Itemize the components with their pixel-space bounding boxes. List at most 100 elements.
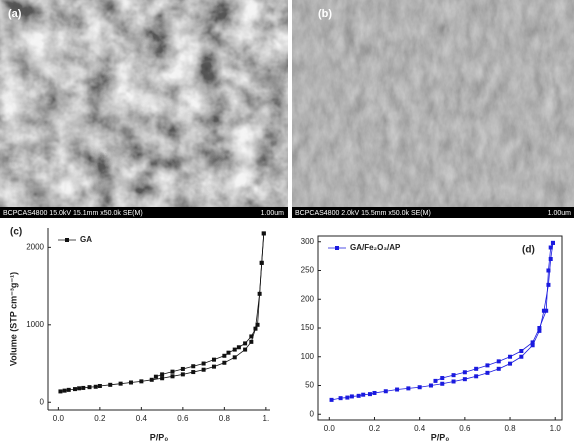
y-tick-label: 50 <box>305 381 314 390</box>
series-line <box>156 233 264 376</box>
data-point <box>463 377 467 381</box>
data-point <box>233 355 237 359</box>
data-point <box>170 370 174 374</box>
x-tick-label: 0.8 <box>504 424 516 433</box>
data-point <box>181 372 185 376</box>
data-point <box>433 379 437 383</box>
data-point <box>497 359 501 363</box>
data-point <box>519 349 523 353</box>
x-tick-label: 0.6 <box>459 424 471 433</box>
data-point <box>139 379 143 383</box>
data-point <box>508 355 512 359</box>
x-tick-label: 0.0 <box>53 414 65 423</box>
data-point <box>249 340 253 344</box>
data-point <box>98 384 102 388</box>
data-point <box>181 367 185 371</box>
y-axis-label: Volume (STP cm⁻³g⁻¹) <box>8 272 18 366</box>
legend-label: GA <box>80 235 92 244</box>
x-axis-label: P/P₀ <box>431 432 450 442</box>
data-point <box>129 381 133 385</box>
y-tick-label: 150 <box>301 323 315 332</box>
data-point <box>368 392 372 396</box>
panel-label: (d) <box>522 245 535 256</box>
data-point <box>463 370 467 374</box>
data-point <box>256 323 260 327</box>
data-point <box>474 374 478 378</box>
data-point <box>357 394 361 398</box>
data-point <box>154 375 158 379</box>
data-point <box>551 241 555 245</box>
data-point <box>339 396 343 400</box>
y-tick-label: 100 <box>301 352 315 361</box>
data-point <box>81 386 85 390</box>
x-tick-label: 0.4 <box>136 414 148 423</box>
series-line <box>435 243 552 381</box>
data-point <box>227 351 231 355</box>
legend-marker <box>335 246 339 250</box>
figure: (a) BCPCAS4800 15.0kV 15.1mm x50.0k SE(M… <box>0 0 574 443</box>
data-point <box>249 334 253 338</box>
y-tick-label: 250 <box>301 266 315 275</box>
data-point <box>537 326 541 330</box>
data-point <box>63 389 67 393</box>
data-point <box>485 371 489 375</box>
data-point <box>546 269 550 273</box>
data-point <box>546 283 550 287</box>
data-point <box>452 379 456 383</box>
legend-label: GA/Fe₂O₃/AP <box>350 243 401 252</box>
data-point <box>508 362 512 366</box>
data-point <box>77 386 81 390</box>
data-point <box>497 367 501 371</box>
x-axis-label: P/P₀ <box>150 432 169 442</box>
plot-frame <box>318 236 562 420</box>
data-point <box>429 384 433 388</box>
data-point <box>160 372 164 376</box>
data-point <box>191 370 195 374</box>
data-point <box>350 394 354 398</box>
x-tick-label: 0.2 <box>94 414 106 423</box>
sem-image-b: (b) BCPCAS4800 2.0kV 15.5mm x50.0k SE(M)… <box>292 0 574 218</box>
data-point <box>87 385 91 389</box>
legend-marker <box>65 238 69 242</box>
sem-caption: BCPCAS4800 2.0kV 15.5mm x50.0k SE(M) <box>295 210 431 217</box>
data-point <box>160 376 164 380</box>
data-point <box>262 231 266 235</box>
data-point <box>119 382 123 386</box>
y-tick-label: 2000 <box>26 242 44 251</box>
x-tick-label: 1. <box>263 414 270 423</box>
data-point <box>440 382 444 386</box>
x-tick-label: 0.0 <box>324 424 336 433</box>
data-point <box>384 389 388 393</box>
sem-image-a: (a) BCPCAS4800 15.0kV 15.1mm x50.0k SE(M… <box>0 0 288 218</box>
data-point <box>330 398 334 402</box>
y-tick-label: 200 <box>301 294 315 303</box>
data-point <box>361 393 365 397</box>
series-line <box>60 233 263 391</box>
data-point <box>202 368 206 372</box>
data-point <box>150 378 154 382</box>
data-point <box>372 391 376 395</box>
data-point <box>243 348 247 352</box>
scale-label: 1.00um <box>261 210 285 217</box>
sem-caption: BCPCAS4800 15.0kV 15.1mm x50.0k SE(M) <box>3 210 143 217</box>
y-tick-label: 0 <box>310 409 315 418</box>
data-point <box>212 365 216 369</box>
data-point <box>170 374 174 378</box>
data-point <box>233 348 237 352</box>
y-tick-label: 300 <box>301 237 315 246</box>
data-point <box>485 363 489 367</box>
data-point <box>94 385 98 389</box>
data-point <box>67 388 71 392</box>
data-point <box>549 246 553 250</box>
data-point <box>108 383 112 387</box>
data-point <box>544 309 548 313</box>
data-point <box>73 387 77 391</box>
panel-label: (a) <box>8 8 22 20</box>
x-tick-label: 0.6 <box>177 414 189 423</box>
data-point <box>474 367 478 371</box>
data-point <box>531 340 535 344</box>
data-point <box>406 386 410 390</box>
data-point <box>222 354 226 358</box>
panel-label: (b) <box>318 8 332 20</box>
data-point <box>58 389 62 393</box>
